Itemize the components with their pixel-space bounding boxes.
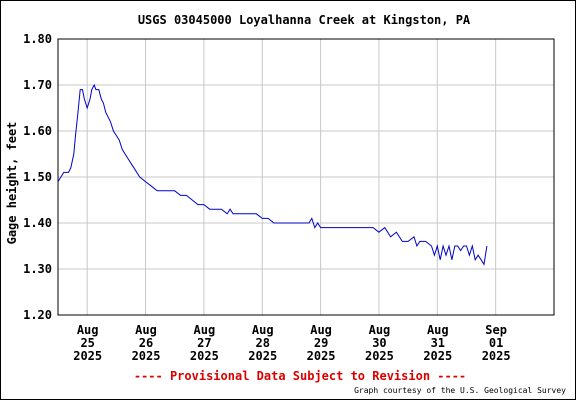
x-tick-label: 25 (80, 336, 94, 350)
grid-lines (58, 38, 554, 316)
x-tick-label: Aug (252, 323, 274, 337)
y-tick-label: 1.40 (23, 216, 52, 230)
x-tick-label: 2025 (307, 349, 336, 363)
y-tick-label: 1.50 (23, 170, 52, 184)
chart-title: USGS 03045000 Loyalhanna Creek at Kingst… (138, 13, 471, 27)
y-tick-label: 1.70 (23, 78, 52, 92)
x-tick-label: Aug (194, 323, 216, 337)
x-tick-label: 2025 (248, 349, 277, 363)
plot-area-border (57, 38, 555, 316)
x-tick-label: 29 (314, 336, 328, 350)
provisional-data-notice: ---- Provisional Data Subject to Revisio… (134, 369, 466, 383)
x-tick-label: Aug (77, 323, 99, 337)
x-tick-label: 27 (197, 336, 211, 350)
gage-height-series-line (57, 83, 488, 266)
x-tick-label: 2025 (73, 349, 102, 363)
x-tick-labels: Aug252025Aug262025Aug272025Aug282025Aug2… (73, 323, 510, 363)
x-tick-label: 2025 (482, 349, 511, 363)
x-tick-label: 01 (489, 336, 503, 350)
y-axis-label: Gage height, feet (5, 122, 19, 245)
graph-credit: Graph courtesy of the U.S. Geological Su… (354, 386, 566, 395)
y-tick-labels: 1.20 1.30 1.40 1.50 1.60 1.70 1.80 (23, 32, 52, 322)
y-tick-label: 1.20 (23, 308, 52, 322)
x-tick-label: 2025 (190, 349, 219, 363)
x-tick-label: 2025 (423, 349, 452, 363)
x-tick-label: Aug (310, 323, 332, 337)
x-tick-label: 26 (139, 336, 153, 350)
y-tick-label: 1.30 (23, 262, 52, 276)
x-tick-label: 2025 (365, 349, 394, 363)
y-tick-label: 1.80 (23, 32, 52, 46)
y-tick-label: 1.60 (23, 124, 52, 138)
x-tick-label: Aug (135, 323, 157, 337)
x-tick-label: Aug (427, 323, 449, 337)
x-tick-label: 30 (372, 336, 386, 350)
x-tick-label: 2025 (132, 349, 161, 363)
x-tick-label: Sep (485, 323, 507, 337)
x-tick-label: Aug (369, 323, 391, 337)
x-tick-label: 28 (256, 336, 270, 350)
x-tick-label: 31 (431, 336, 445, 350)
